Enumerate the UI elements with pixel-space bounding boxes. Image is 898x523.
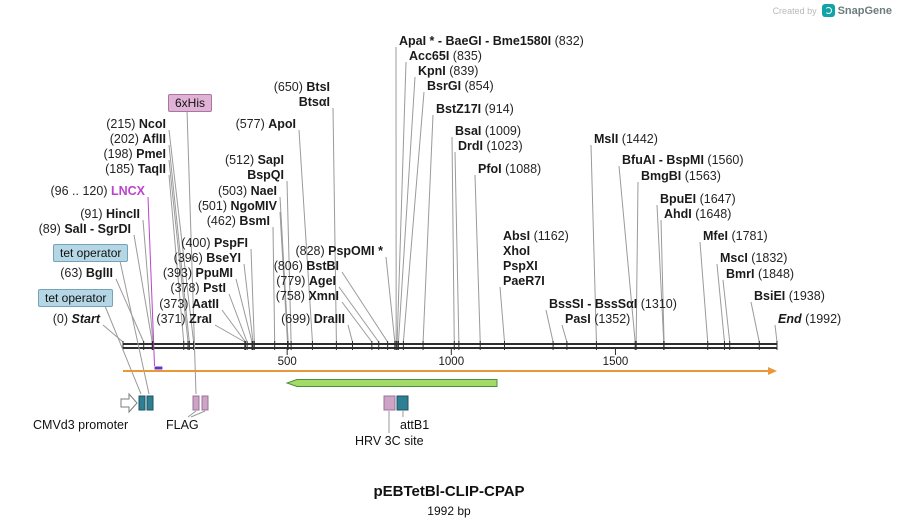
feature-leader-line — [187, 410, 197, 418]
title-block: pEBTetBl-CLIP-CPAP 1992 bp — [0, 483, 898, 518]
leader-line — [716, 263, 725, 343]
leader-line — [279, 211, 288, 343]
leader-line — [341, 301, 373, 343]
leader-line — [347, 324, 353, 343]
leader-line — [221, 309, 246, 343]
leader-line — [115, 278, 145, 343]
leader-line — [168, 159, 189, 343]
badge-leader-line — [104, 305, 142, 395]
leader-line — [168, 144, 190, 343]
attb1-glyph — [396, 395, 409, 411]
map-backbone-bottom-line — [123, 347, 777, 349]
map-backbone-top-line — [123, 343, 777, 345]
leader-line — [235, 278, 253, 343]
leader-line — [774, 324, 778, 343]
leader-line — [402, 91, 425, 343]
leader-line — [385, 256, 396, 343]
leader-line — [474, 174, 481, 343]
leader-line — [228, 293, 248, 343]
leader-line — [243, 263, 254, 343]
leader-line — [286, 180, 292, 343]
leader-line — [660, 219, 665, 343]
leader-line — [656, 204, 665, 343]
leader-line — [397, 76, 416, 343]
leader-line — [454, 151, 460, 343]
leader-line — [142, 219, 154, 343]
leader-line — [341, 271, 389, 343]
hrv-3c-site-glyph — [383, 395, 396, 411]
leader-line — [561, 324, 568, 343]
leader-line — [214, 324, 246, 343]
leader-line — [750, 301, 760, 343]
leader-line — [545, 309, 554, 343]
snapgene-logo-icon — [821, 4, 835, 17]
leader-line — [699, 241, 709, 343]
leader-line — [279, 196, 289, 343]
tet-operator-1-glyph — [138, 395, 146, 411]
selection-arrow-head — [768, 367, 777, 375]
leader-line — [168, 129, 195, 343]
cmvd3-promoter-arrow-glyph — [120, 392, 138, 414]
created-by-text: Created by — [772, 5, 817, 16]
leader-line — [102, 324, 124, 343]
plasmid-title: pEBTetBl-CLIP-CPAP — [373, 483, 525, 500]
leader-line — [451, 136, 455, 343]
leader-line — [499, 286, 505, 343]
leader-line — [722, 279, 731, 343]
badge-leader-line — [186, 109, 197, 395]
leader-line — [133, 234, 153, 343]
feature-leader-line — [190, 410, 206, 418]
watermark: Created by SnapGene — [773, 4, 892, 17]
leader-line — [298, 129, 313, 343]
leader-line — [250, 248, 255, 343]
leader-line — [590, 144, 597, 343]
badge-leader-line — [119, 260, 150, 395]
leader-line — [338, 286, 380, 343]
plasmid-length: 1992 bp — [427, 504, 471, 518]
leader-line — [396, 61, 407, 343]
his-tag-glyph — [192, 395, 200, 411]
tet-operator-2-glyph — [146, 395, 154, 411]
leader-line — [618, 165, 636, 343]
snapgene-logo-text: SnapGene — [837, 4, 892, 17]
leader-line — [422, 114, 434, 343]
leader-line — [168, 174, 185, 343]
leader-line — [272, 226, 276, 343]
leader-line — [147, 196, 156, 367]
orf-arrow — [285, 379, 498, 387]
flag-tag-glyph — [201, 395, 209, 411]
snapgene-logo: SnapGene — [821, 4, 892, 17]
leader-line — [635, 181, 639, 343]
leader-line — [332, 107, 337, 343]
